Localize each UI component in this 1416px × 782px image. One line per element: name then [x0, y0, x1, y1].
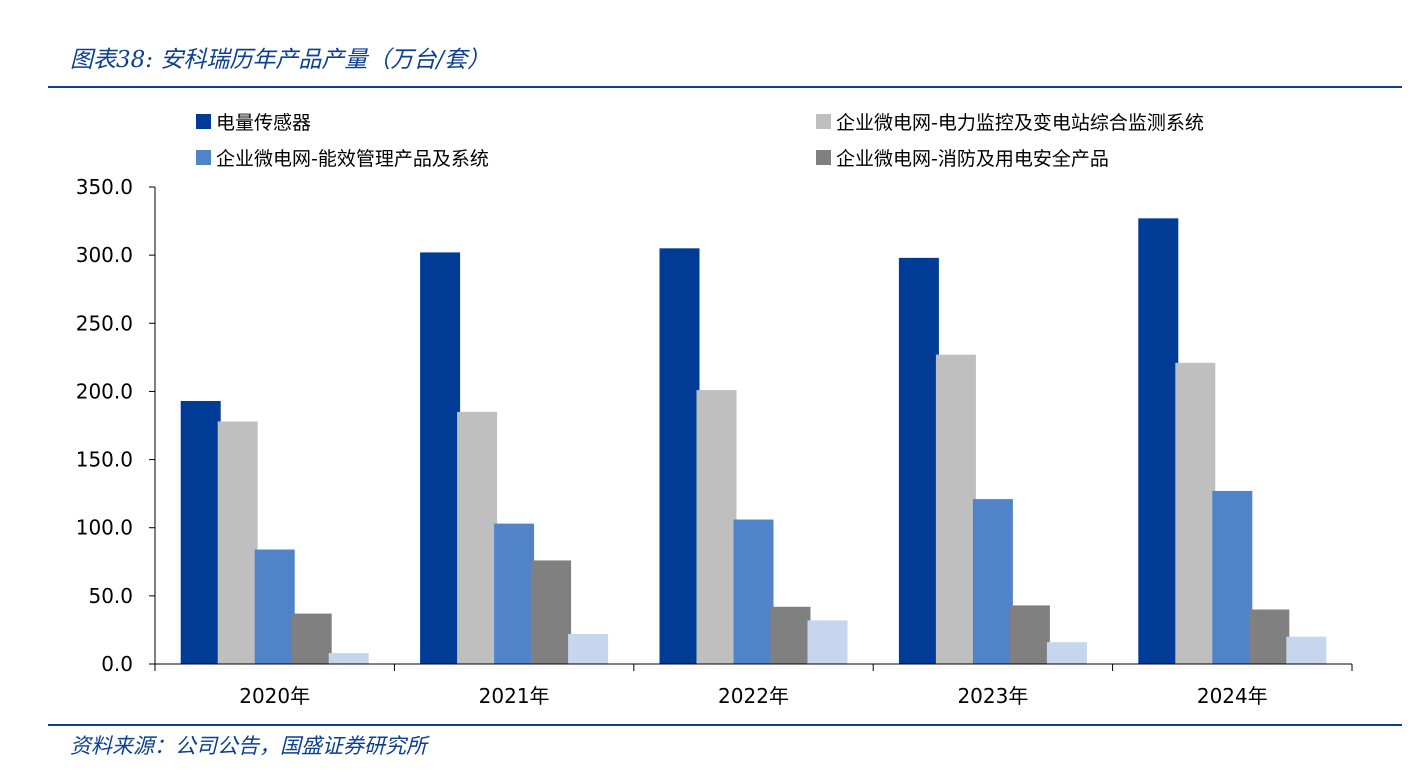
bar-2-1 — [217, 421, 258, 664]
bar-3-1 — [254, 549, 295, 664]
chart-legend: 电量传感器 企业微电网-电力监控及变电站综合监测系统企业微电网-能效管理产品及系统… — [196, 112, 1204, 170]
bar-4-1 — [291, 613, 332, 664]
x-tick-label: 2024年 — [1197, 684, 1268, 708]
legend-label: 电量传感器 — [216, 112, 311, 134]
y-tick-label: 250.0 — [76, 311, 133, 335]
x-tick-label: 2023年 — [957, 684, 1028, 708]
y-tick-label: 0.0 — [101, 652, 133, 676]
bar-3-4 — [972, 499, 1013, 664]
bar-1-5 — [1138, 218, 1179, 665]
bar-4-2 — [531, 560, 572, 664]
bar-1-4 — [898, 257, 939, 664]
bar-5-4 — [1046, 642, 1087, 664]
bar-2-4 — [935, 354, 976, 664]
legend-swatch — [196, 114, 211, 129]
y-tick-label: 100.0 — [76, 516, 133, 540]
y-tick-label: 50.0 — [88, 584, 133, 608]
chart-title: 图表38: 安科瑞历年产品产量（万台/套） — [70, 47, 491, 73]
x-axis: 2020年 2021年 2022年 2023年 2024年 — [154, 663, 1353, 708]
bar-2-3 — [696, 390, 737, 664]
bar-5-1 — [328, 653, 369, 664]
y-tick-label: 300.0 — [76, 243, 133, 267]
y-axis: 0.0 50.0 100.0 150.0 200.0 250.0 300.0 350.0 — [76, 175, 156, 676]
y-tick-label: 350.0 — [76, 175, 133, 199]
title-divider — [48, 86, 1402, 88]
bar-2-2 — [457, 411, 498, 664]
x-tick-label: 2022年 — [718, 684, 789, 708]
bar-4-3 — [770, 606, 811, 664]
legend-label: 企业微电网-电力监控及变电站综合监测系统 — [836, 112, 1204, 134]
legend-swatch — [816, 150, 831, 165]
source-note: 资料来源：公司公告，国盛证券研究所 — [70, 734, 427, 758]
bar-1-3 — [659, 248, 700, 665]
legend-swatch — [196, 150, 211, 165]
x-tick-label: 2020年 — [239, 684, 310, 708]
x-tick-label: 2021年 — [479, 684, 550, 708]
bar-1-1 — [180, 400, 221, 664]
bar-2-5 — [1175, 362, 1216, 664]
bar-5-3 — [807, 620, 848, 664]
y-tick-label: 150.0 — [76, 448, 133, 472]
bar-1-2 — [420, 252, 461, 664]
source-divider — [48, 724, 1402, 726]
bar-3-3 — [733, 519, 774, 664]
legend-label: 企业微电网-能效管理产品及系统 — [216, 148, 489, 170]
legend-swatch — [816, 114, 831, 129]
bar-5-2 — [568, 634, 609, 664]
bar-series-group — [180, 218, 1327, 665]
bar-3-5 — [1212, 490, 1253, 664]
bar-5-5 — [1286, 636, 1327, 664]
bar-4-5 — [1249, 609, 1290, 664]
bar-3-2 — [494, 523, 535, 664]
y-tick-label: 200.0 — [76, 379, 133, 403]
bar-4-4 — [1009, 605, 1050, 664]
legend-label: 企业微电网-消防及用电安全产品 — [836, 148, 1109, 170]
